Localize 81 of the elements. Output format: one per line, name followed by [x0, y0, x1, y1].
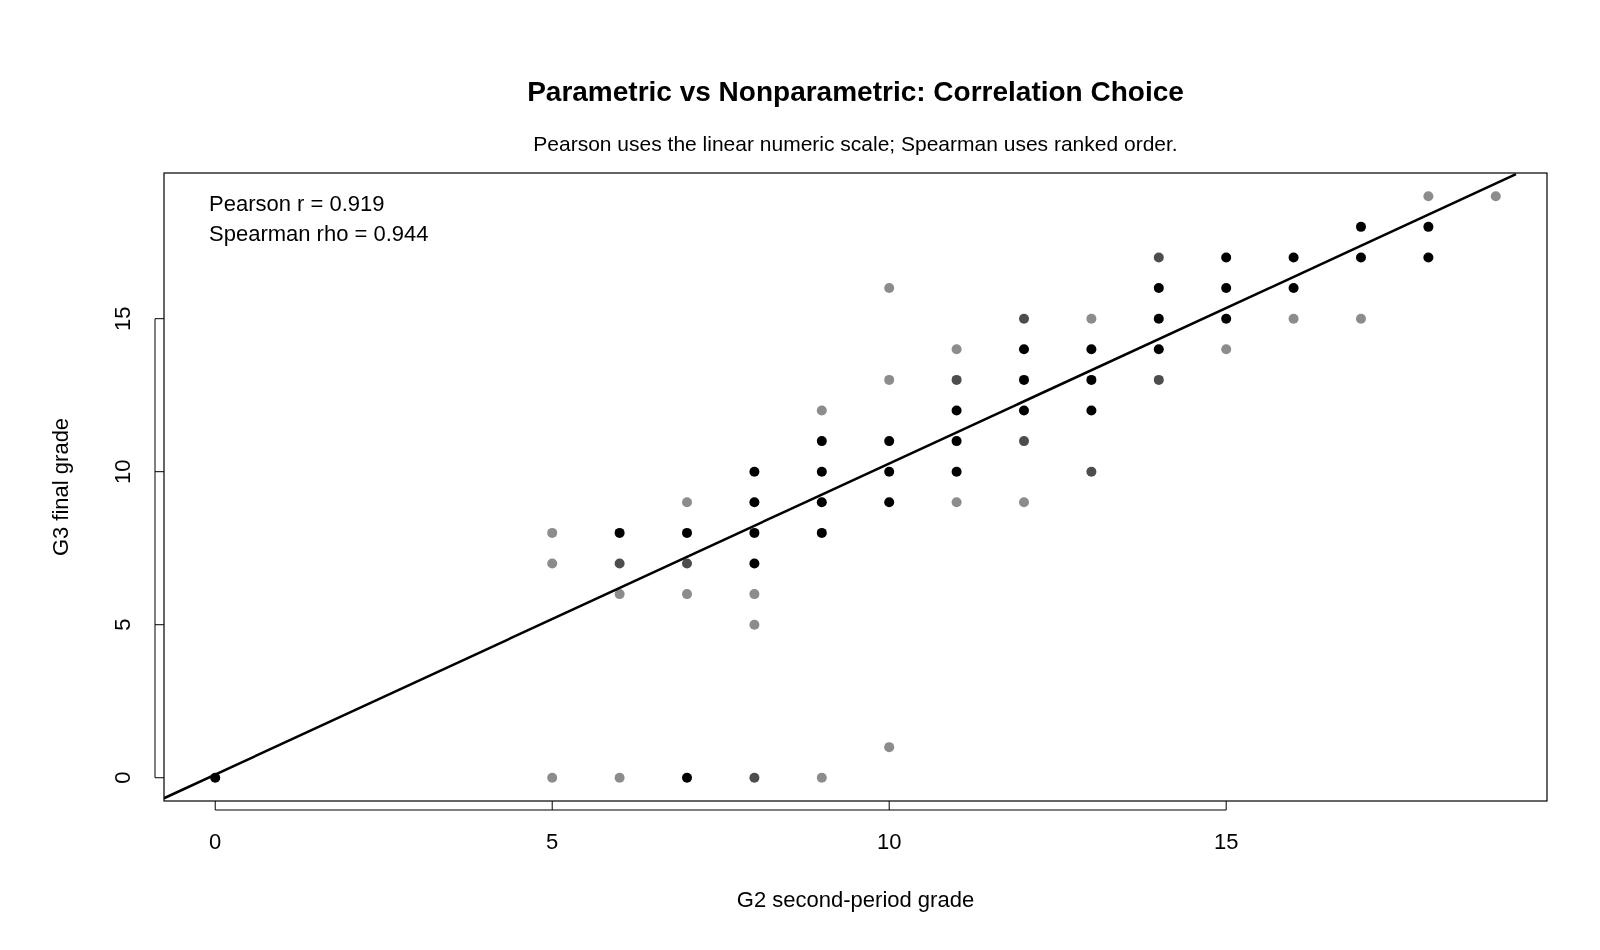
point — [749, 497, 760, 508]
point — [749, 772, 760, 783]
y-tick-label: 10 — [110, 459, 135, 484]
x-tick-label: 10 — [876, 829, 902, 854]
point — [1423, 221, 1434, 232]
point — [816, 466, 827, 477]
point — [1153, 283, 1164, 294]
point — [1086, 344, 1097, 355]
annotation: Pearson r = 0.919 — [209, 191, 385, 216]
point — [749, 619, 760, 630]
point — [749, 558, 760, 569]
point — [749, 527, 760, 538]
point — [614, 558, 625, 569]
point — [1423, 252, 1434, 263]
point — [1086, 313, 1097, 324]
point — [951, 466, 962, 477]
point — [1490, 191, 1501, 202]
point — [1086, 374, 1097, 385]
x-tick-label: 5 — [546, 829, 559, 854]
point — [951, 436, 962, 447]
point — [1221, 344, 1232, 355]
point — [1423, 191, 1434, 202]
point — [1355, 313, 1366, 324]
chart-title: Parametric vs Nonparametric: Correlation Choice — [527, 76, 1184, 107]
y-tick-label: 0 — [110, 771, 135, 784]
y-axis-title: G3 final grade — [48, 417, 73, 557]
point — [816, 527, 827, 538]
point — [1018, 344, 1029, 355]
chart-subtitle: Pearson uses the linear numeric scale; Spearman uses ranked order. — [533, 132, 1178, 155]
annotation: Spearman rho = 0.944 — [209, 221, 429, 246]
point — [1221, 283, 1232, 294]
point — [884, 466, 895, 477]
point — [1288, 252, 1299, 263]
point — [1355, 252, 1366, 263]
point — [614, 589, 625, 600]
point — [1153, 344, 1164, 355]
point — [1086, 405, 1097, 416]
point — [816, 405, 827, 416]
point — [682, 527, 693, 538]
point — [614, 527, 625, 538]
point — [749, 466, 760, 477]
point — [682, 589, 693, 600]
point — [1355, 221, 1366, 232]
point — [1018, 436, 1029, 447]
point — [884, 374, 895, 385]
point — [884, 283, 895, 294]
y-tick-label: 5 — [110, 618, 135, 631]
point — [1018, 405, 1029, 416]
point — [1221, 252, 1232, 263]
point — [547, 558, 558, 569]
point — [1018, 497, 1029, 508]
point — [884, 436, 895, 447]
point — [1288, 283, 1299, 294]
point — [614, 772, 625, 783]
point — [1086, 466, 1097, 477]
point — [682, 497, 693, 508]
point — [1153, 252, 1164, 263]
point — [682, 772, 693, 783]
point — [884, 742, 895, 753]
x-tick-label: 0 — [209, 829, 222, 854]
point — [951, 344, 962, 355]
point — [816, 772, 827, 783]
point — [1221, 313, 1232, 324]
point — [749, 589, 760, 600]
point — [951, 405, 962, 416]
point — [1153, 374, 1164, 385]
x-axis-title: G2 second-period grade — [736, 887, 975, 912]
point — [682, 558, 693, 569]
point — [547, 527, 558, 538]
point — [816, 497, 827, 508]
point — [951, 374, 962, 385]
point — [1018, 374, 1029, 385]
point — [1018, 313, 1029, 324]
point — [816, 436, 827, 447]
y-tick-label: 15 — [110, 306, 135, 331]
point — [951, 497, 962, 508]
point — [884, 497, 895, 508]
point — [1153, 313, 1164, 324]
point — [1288, 313, 1299, 324]
x-tick-label: 15 — [1213, 829, 1239, 854]
point — [547, 772, 558, 783]
